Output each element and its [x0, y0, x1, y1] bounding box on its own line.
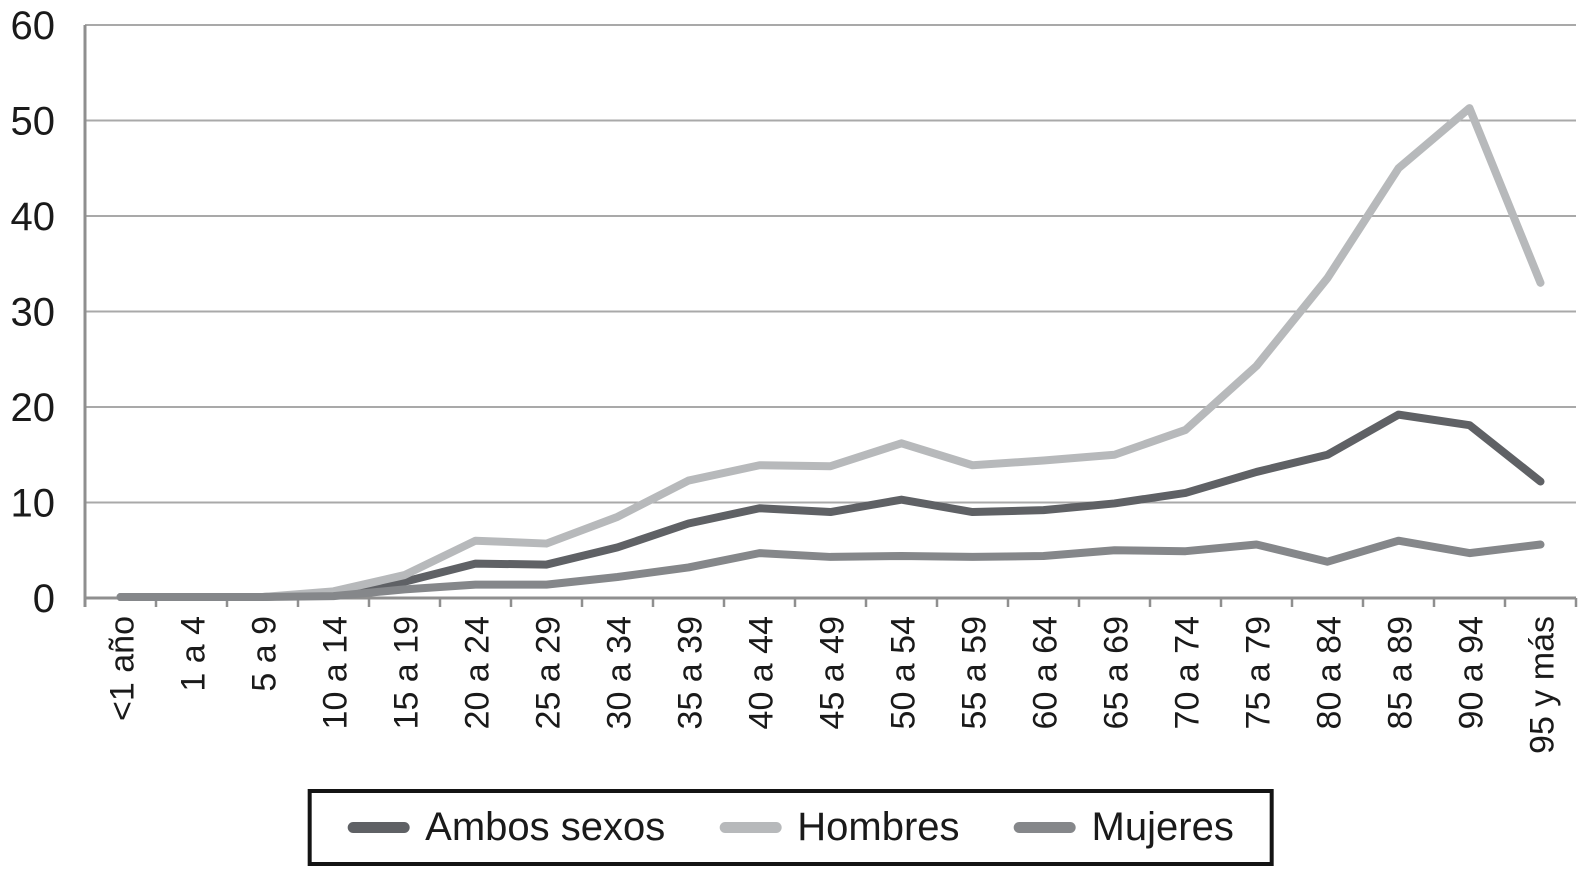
y-tick-label: 30 — [11, 291, 56, 335]
series-line-hombres — [116, 104, 1545, 602]
y-tick-label: 20 — [11, 386, 56, 430]
y-tick-label: 60 — [11, 4, 56, 48]
x-tick-label: 5 a 9 — [246, 616, 284, 692]
legend-swatch-mujeres — [1013, 822, 1076, 833]
x-tick-label: 25 a 29 — [530, 616, 568, 729]
x-tick-label: <1 año — [104, 616, 142, 721]
y-tick-label: 40 — [11, 195, 56, 239]
chart-legend: Ambos sexos Hombres Mujeres — [307, 789, 1274, 866]
x-tick-label: 70 a 74 — [1169, 616, 1207, 729]
legend-item-mujeres: Mujeres — [1013, 805, 1234, 850]
x-tick-label: 60 a 64 — [1027, 616, 1065, 729]
line-chart: 0 10 20 30 40 50 60 <1 año 1 a 4 5 a 9 10 a 14 15 a… — [11, 4, 1578, 754]
legend-label-hombres: Hombres — [797, 805, 960, 849]
legend-item-ambos-sexos: Ambos sexos — [347, 805, 665, 850]
legend-label-mujeres: Mujeres — [1091, 805, 1234, 849]
x-tick-label: 55 a 59 — [956, 616, 994, 729]
x-tick-label: 90 a 94 — [1453, 616, 1491, 729]
series-line-ambos-sexos — [116, 410, 1545, 602]
x-tick-label: 45 a 49 — [814, 616, 852, 729]
x-tick-label: 40 a 44 — [743, 616, 781, 729]
y-tick-label: 50 — [11, 100, 56, 144]
y-tick-label: 10 — [11, 482, 56, 526]
x-tick-label: 10 a 14 — [317, 616, 355, 729]
x-tick-label: 95 y más — [1524, 616, 1562, 754]
legend-swatch-ambos-sexos — [347, 822, 410, 833]
legend-item-hombres: Hombres — [719, 805, 960, 850]
legend-label-ambos-sexos: Ambos sexos — [425, 805, 666, 849]
x-tick-label: 20 a 24 — [459, 616, 497, 729]
x-tick-label: 80 a 84 — [1311, 616, 1349, 729]
series-line-mujeres — [116, 536, 1545, 602]
y-tick-label: 0 — [33, 577, 55, 621]
x-tick-label: 50 a 54 — [885, 616, 923, 729]
x-tick-label: 75 a 79 — [1240, 616, 1278, 729]
x-tick-label: 30 a 34 — [601, 616, 639, 729]
legend-swatch-hombres — [719, 822, 782, 833]
x-tick-label: 85 a 89 — [1382, 616, 1420, 729]
x-tick-label: 15 a 19 — [388, 616, 426, 729]
x-tick-label: 1 a 4 — [175, 616, 213, 692]
x-tick-label: 35 a 39 — [672, 616, 710, 729]
x-tick-label: 65 a 69 — [1098, 616, 1136, 729]
